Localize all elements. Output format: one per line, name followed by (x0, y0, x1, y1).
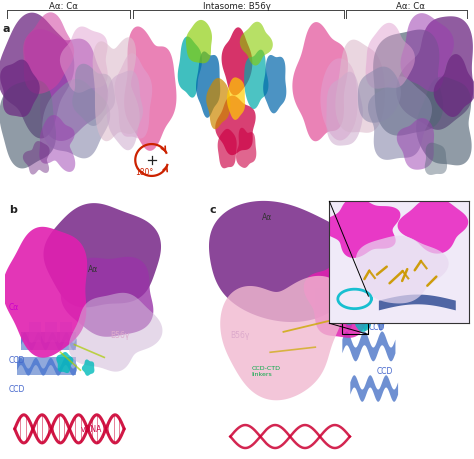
Polygon shape (292, 23, 348, 142)
Text: CCD: CCD (9, 356, 25, 364)
Text: a: a (2, 24, 10, 34)
Polygon shape (396, 17, 473, 130)
Polygon shape (398, 198, 468, 254)
Polygon shape (320, 59, 357, 141)
Polygon shape (209, 202, 360, 322)
Polygon shape (244, 50, 268, 110)
Text: NTD: NTD (368, 309, 382, 314)
Polygon shape (236, 129, 256, 168)
Polygon shape (186, 21, 212, 64)
Polygon shape (23, 142, 50, 175)
Polygon shape (416, 78, 472, 166)
Polygon shape (69, 293, 163, 372)
Polygon shape (92, 38, 140, 142)
Polygon shape (358, 67, 401, 123)
Text: Intasome: B56γ: Intasome: B56γ (203, 2, 271, 11)
Polygon shape (373, 30, 443, 136)
Text: B56γ: B56γ (110, 330, 129, 339)
Text: CCD-CTD
linkers: CCD-CTD linkers (252, 365, 281, 376)
Polygon shape (206, 79, 230, 130)
Polygon shape (335, 40, 385, 134)
Polygon shape (0, 61, 40, 118)
Polygon shape (23, 13, 74, 95)
Polygon shape (425, 143, 447, 176)
Text: Cα: Cα (9, 302, 19, 311)
Text: CCD: CCD (9, 384, 25, 392)
Polygon shape (124, 28, 176, 151)
Polygon shape (42, 80, 110, 159)
Polygon shape (178, 37, 202, 98)
Polygon shape (39, 116, 75, 173)
Polygon shape (221, 28, 252, 96)
Polygon shape (82, 360, 94, 376)
Polygon shape (60, 28, 108, 94)
Polygon shape (61, 257, 154, 337)
Polygon shape (44, 204, 161, 308)
Text: CCD: CCD (376, 366, 393, 375)
Polygon shape (107, 71, 143, 151)
Polygon shape (401, 14, 454, 93)
Polygon shape (344, 295, 364, 325)
Text: Aα: Cα: Aα: Cα (49, 2, 79, 11)
Polygon shape (365, 24, 415, 90)
Text: 180°: 180° (136, 168, 154, 177)
Polygon shape (0, 81, 56, 169)
Polygon shape (2, 227, 87, 358)
Polygon shape (196, 52, 220, 118)
Polygon shape (304, 257, 379, 338)
Text: vDNA: vDNA (81, 425, 102, 433)
Polygon shape (24, 30, 108, 142)
Polygon shape (397, 119, 434, 170)
Text: Aα: Cα: Aα: Cα (395, 2, 425, 11)
Polygon shape (56, 352, 73, 373)
Text: Aα: Aα (88, 264, 99, 273)
Polygon shape (326, 73, 363, 146)
Polygon shape (263, 56, 286, 114)
Text: CCD: CCD (368, 323, 385, 331)
Polygon shape (368, 77, 432, 161)
Text: c: c (209, 205, 216, 215)
Text: B56γ: B56γ (230, 330, 250, 339)
Polygon shape (115, 54, 152, 139)
Polygon shape (72, 65, 115, 127)
Polygon shape (218, 129, 237, 169)
Text: Aα: Aα (262, 213, 273, 222)
Polygon shape (356, 236, 449, 304)
Polygon shape (17, 358, 76, 375)
Polygon shape (321, 198, 401, 258)
Polygon shape (220, 276, 345, 400)
Polygon shape (21, 332, 76, 350)
Polygon shape (0, 14, 74, 139)
Polygon shape (227, 78, 245, 121)
Text: b: b (9, 205, 17, 215)
Polygon shape (434, 55, 474, 118)
Text: Cα: Cα (345, 297, 355, 306)
Polygon shape (215, 96, 255, 156)
Polygon shape (240, 22, 273, 67)
Bar (342, 297, 368, 335)
Polygon shape (355, 312, 371, 332)
